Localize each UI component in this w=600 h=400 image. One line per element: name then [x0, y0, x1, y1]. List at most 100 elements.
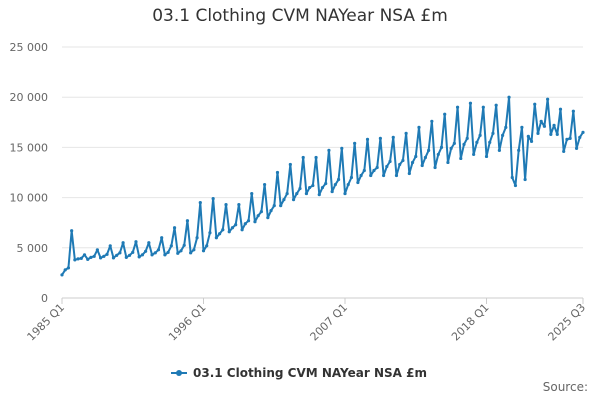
- data-point[interactable]: [227, 230, 231, 234]
- data-point[interactable]: [279, 204, 283, 208]
- data-point[interactable]: [562, 149, 566, 154]
- data-point[interactable]: [529, 139, 534, 143]
- data-point[interactable]: [523, 177, 527, 182]
- data-point[interactable]: [256, 214, 260, 218]
- data-point[interactable]: [340, 146, 344, 150]
- data-point[interactable]: [230, 226, 235, 230]
- data-point[interactable]: [192, 248, 196, 252]
- data-point[interactable]: [407, 171, 411, 176]
- data-point[interactable]: [189, 251, 193, 255]
- data-point[interactable]: [160, 236, 164, 240]
- data-point[interactable]: [555, 132, 559, 136]
- data-point[interactable]: [131, 250, 135, 254]
- data-point[interactable]: [539, 119, 543, 123]
- data-point[interactable]: [243, 222, 247, 226]
- data-point[interactable]: [111, 256, 116, 260]
- data-point[interactable]: [60, 273, 64, 277]
- data-point[interactable]: [156, 248, 161, 252]
- data-point[interactable]: [382, 173, 386, 178]
- data-point[interactable]: [349, 175, 354, 180]
- data-point[interactable]: [510, 175, 514, 180]
- data-point[interactable]: [394, 173, 399, 178]
- data-point[interactable]: [144, 249, 148, 253]
- data-point[interactable]: [433, 165, 437, 170]
- data-point[interactable]: [208, 231, 212, 235]
- data-point[interactable]: [546, 97, 550, 101]
- data-point[interactable]: [398, 162, 402, 167]
- data-point[interactable]: [79, 256, 83, 260]
- data-point[interactable]: [269, 209, 273, 213]
- data-point[interactable]: [185, 219, 190, 223]
- data-point[interactable]: [356, 180, 360, 185]
- data-point[interactable]: [414, 154, 418, 159]
- data-point[interactable]: [250, 191, 254, 196]
- data-point[interactable]: [481, 105, 485, 109]
- data-point[interactable]: [282, 198, 286, 202]
- data-point[interactable]: [121, 241, 125, 245]
- data-point[interactable]: [333, 182, 337, 187]
- data-point[interactable]: [166, 250, 170, 254]
- data-point[interactable]: [127, 253, 132, 257]
- data-point[interactable]: [320, 185, 325, 190]
- data-point[interactable]: [172, 226, 177, 230]
- data-point[interactable]: [63, 268, 67, 272]
- data-point[interactable]: [372, 168, 376, 173]
- data-point[interactable]: [388, 159, 392, 164]
- data-point[interactable]: [298, 186, 302, 191]
- data-point[interactable]: [86, 257, 90, 261]
- data-point[interactable]: [475, 140, 479, 144]
- data-point[interactable]: [552, 123, 556, 127]
- data-point[interactable]: [491, 131, 495, 135]
- legend[interactable]: 03.1 Clothing CVM NAYear NSA £m: [171, 366, 427, 380]
- data-point[interactable]: [462, 142, 466, 146]
- data-point[interactable]: [375, 165, 379, 170]
- data-point[interactable]: [275, 170, 280, 175]
- data-point[interactable]: [291, 198, 296, 202]
- data-point[interactable]: [70, 229, 74, 233]
- data-point[interactable]: [153, 251, 157, 255]
- data-point[interactable]: [102, 254, 106, 258]
- data-point[interactable]: [443, 112, 447, 116]
- data-point[interactable]: [221, 228, 225, 232]
- data-point[interactable]: [455, 105, 460, 109]
- data-point[interactable]: [420, 163, 424, 168]
- data-point[interactable]: [465, 136, 469, 140]
- data-point[interactable]: [211, 197, 215, 201]
- data-point[interactable]: [385, 164, 389, 169]
- data-point[interactable]: [391, 135, 395, 139]
- data-point[interactable]: [263, 182, 267, 187]
- data-point[interactable]: [73, 258, 77, 262]
- data-point[interactable]: [452, 141, 456, 145]
- data-point[interactable]: [542, 124, 547, 128]
- data-point[interactable]: [478, 133, 482, 137]
- data-point[interactable]: [353, 141, 357, 145]
- data-point[interactable]: [76, 257, 80, 261]
- data-point[interactable]: [571, 109, 575, 113]
- data-point[interactable]: [517, 148, 521, 153]
- data-point[interactable]: [266, 216, 270, 220]
- data-point[interactable]: [253, 220, 257, 224]
- data-point[interactable]: [533, 102, 537, 106]
- data-point[interactable]: [427, 148, 431, 153]
- data-point[interactable]: [304, 191, 309, 196]
- data-point[interactable]: [182, 243, 186, 247]
- data-point[interactable]: [330, 189, 334, 194]
- data-point[interactable]: [317, 192, 321, 197]
- data-point[interactable]: [343, 191, 347, 196]
- data-point[interactable]: [134, 240, 138, 244]
- data-point[interactable]: [459, 156, 463, 161]
- data-point[interactable]: [314, 155, 318, 160]
- data-point[interactable]: [369, 173, 373, 178]
- data-point[interactable]: [581, 130, 585, 134]
- data-point[interactable]: [558, 107, 563, 111]
- data-point[interactable]: [118, 251, 122, 255]
- data-point[interactable]: [565, 137, 569, 141]
- data-point[interactable]: [327, 148, 331, 153]
- data-point[interactable]: [549, 132, 553, 136]
- data-point[interactable]: [507, 95, 511, 99]
- data-point[interactable]: [365, 137, 370, 141]
- data-point[interactable]: [362, 168, 366, 173]
- data-point[interactable]: [237, 203, 241, 207]
- data-point[interactable]: [404, 131, 408, 135]
- data-point[interactable]: [234, 223, 238, 227]
